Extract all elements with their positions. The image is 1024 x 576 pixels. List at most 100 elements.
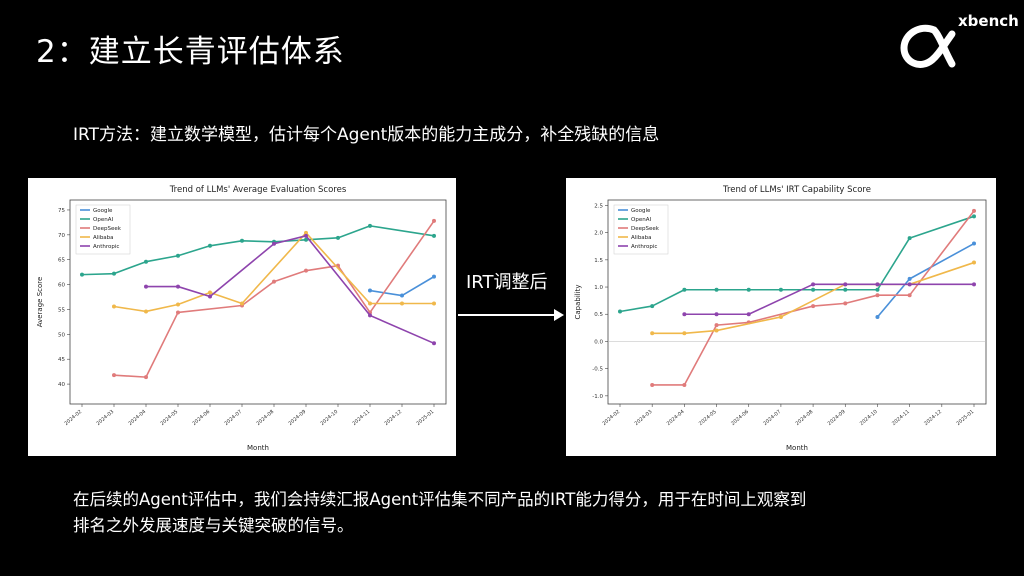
legend-label-anthropic: Anthropic — [93, 244, 119, 250]
data-point-openai — [304, 237, 308, 242]
x-tick-label: 2024-03 — [95, 409, 115, 427]
x-tick-label: 2024-12 — [923, 409, 943, 427]
data-point-openai — [336, 235, 340, 240]
data-point-openai — [208, 243, 212, 248]
data-point-anthropic — [811, 282, 816, 287]
data-point-deepseek — [144, 375, 148, 380]
legend-label-alibaba: Alibaba — [631, 235, 652, 241]
y-tick-label: 40 — [58, 382, 65, 388]
data-point-openai — [811, 287, 816, 292]
x-tick-label: 2024-11 — [891, 409, 911, 427]
data-point-deepseek — [304, 268, 308, 273]
data-point-alibaba — [368, 301, 372, 306]
data-point-openai — [650, 304, 655, 309]
data-point-openai — [144, 259, 148, 264]
x-tick-label: 2024-08 — [795, 409, 815, 427]
series-line-google — [369, 275, 435, 297]
data-point-alibaba — [682, 331, 687, 336]
series-line-anthropic — [684, 283, 974, 316]
series-line-openai — [619, 215, 975, 313]
data-point-alibaba — [144, 309, 148, 314]
avg-score-chart: Trend of LLMs' Average Evaluation Scores… — [36, 185, 447, 452]
data-point-anthropic — [907, 282, 912, 287]
x-axis-label: Month — [247, 444, 269, 452]
data-point-alibaba — [176, 302, 180, 307]
irt-score-chart: Trend of LLMs' IRT Capability Score -1.0 -… — [574, 185, 987, 452]
x-tick-label: 2024-11 — [351, 409, 371, 427]
chart-title: Trend of LLMs' IRT Capability Score — [722, 185, 871, 195]
data-point-alibaba — [304, 230, 308, 235]
data-point-deepseek — [972, 208, 976, 213]
series-line-openai — [81, 225, 435, 276]
data-point-openai — [714, 287, 719, 292]
data-point-anthropic — [432, 341, 436, 346]
data-point-anthropic — [972, 282, 976, 287]
x-tick-label: 2025-01 — [415, 409, 435, 427]
plot-frame — [607, 199, 987, 405]
x-tick-label: 2024-10 — [859, 409, 879, 427]
data-point-openai — [875, 287, 880, 292]
series-line-google — [876, 242, 975, 318]
data-point-google — [368, 288, 372, 293]
x-tick-label: 2024-07 — [223, 409, 243, 427]
x-tick-label: 2024-04 — [666, 409, 686, 427]
data-point-alibaba — [112, 304, 116, 309]
data-point-alibaba — [208, 290, 212, 295]
slide-subtitle: IRT方法：建立数学模型，估计每个Agent版本的能力主成分，补全残缺的信息 — [73, 125, 660, 145]
y-tick-label: 1.0 — [594, 285, 603, 291]
data-point-deepseek — [714, 323, 719, 328]
legend-label-deepseek: DeepSeek — [93, 226, 122, 232]
x-tick-label: 2024-05 — [159, 409, 179, 427]
y-tick-label: 2.0 — [594, 231, 603, 237]
data-point-deepseek — [843, 301, 848, 306]
y-axis-label: Average Score — [36, 277, 44, 328]
avg-score-chart-panel: Trend of LLMs' Average Evaluation Scores… — [28, 178, 456, 456]
data-point-alibaba — [400, 301, 404, 306]
data-point-openai — [618, 309, 622, 314]
data-point-deepseek — [432, 218, 436, 223]
data-point-openai — [778, 287, 783, 292]
logo-text: xbench — [958, 12, 1019, 30]
data-point-anthropic — [843, 282, 848, 287]
data-point-deepseek — [176, 310, 180, 315]
data-point-deepseek — [650, 382, 655, 387]
y-tick-label: -0.5 — [592, 367, 603, 373]
data-point-alibaba — [972, 260, 976, 265]
y-tick-label: 0.5 — [594, 312, 603, 318]
x-tick-label: 2024-09 — [827, 409, 847, 427]
x-axis-label: Month — [786, 444, 808, 452]
data-point-google — [972, 241, 976, 246]
data-point-openai — [746, 287, 751, 292]
right-arrow-icon — [458, 309, 564, 321]
irt-score-chart-panel: Trend of LLMs' IRT Capability Score -1.0 -… — [566, 178, 996, 456]
alpha-logo-icon — [900, 24, 956, 68]
y-tick-label: 75 — [58, 208, 65, 214]
legend-label-google: Google — [93, 208, 113, 214]
y-tick-label: 0.0 — [594, 339, 603, 345]
data-point-google — [432, 274, 436, 279]
x-tick-label: 2024-06 — [191, 409, 211, 427]
data-point-anthropic — [746, 312, 751, 317]
data-point-anthropic — [208, 294, 212, 299]
x-tick-label: 2024-10 — [319, 409, 339, 427]
legend-label-openai: OpenAI — [631, 217, 651, 223]
data-point-alibaba — [778, 314, 783, 319]
data-point-deepseek — [682, 382, 687, 387]
y-tick-label: 70 — [58, 233, 65, 239]
legend-label-google: Google — [631, 208, 651, 214]
data-point-openai — [112, 271, 116, 276]
bottom-description-line2: 排名之外发展速度与关键突破的信号。 — [73, 516, 354, 535]
data-point-google — [907, 276, 912, 281]
plot-frame — [69, 199, 447, 405]
data-point-openai — [368, 223, 372, 228]
data-point-anthropic — [304, 233, 308, 238]
data-point-alibaba — [714, 328, 719, 333]
data-point-openai — [80, 272, 84, 277]
x-tick-label: 2024-02 — [601, 409, 621, 427]
data-point-anthropic — [272, 241, 276, 246]
data-point-openai — [972, 214, 976, 219]
data-point-anthropic — [176, 284, 180, 289]
y-tick-label: 55 — [58, 307, 65, 313]
irt-arrow-label: IRT调整后 — [466, 272, 548, 293]
data-point-google — [400, 293, 404, 298]
